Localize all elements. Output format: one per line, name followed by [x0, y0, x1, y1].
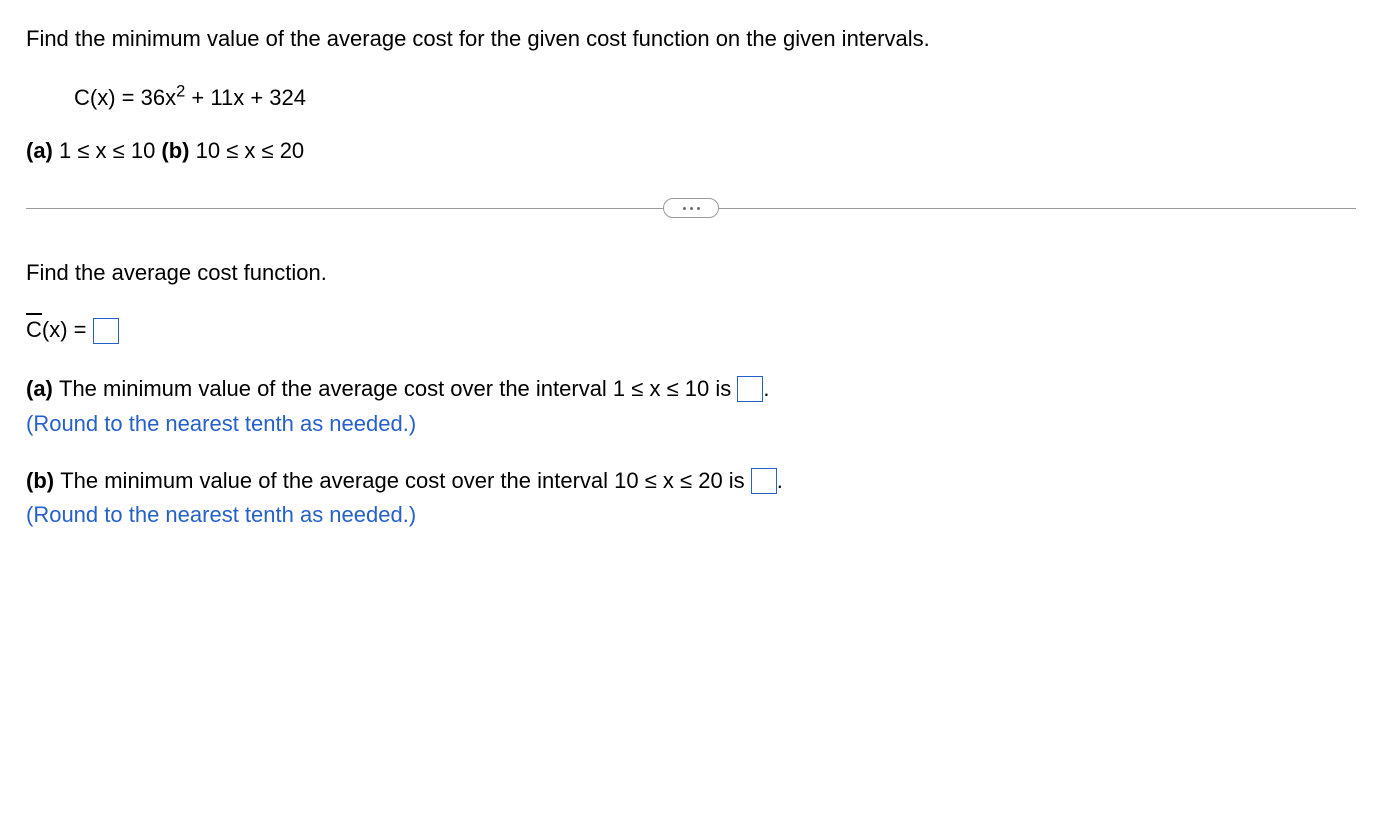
cost-function-formula: C(x) = 36x2 + 11x + 324 [74, 83, 1356, 114]
part-b-block: (b) The minimum value of the average cos… [26, 466, 1356, 532]
avg-cost-prompt: Find the average cost function. [26, 258, 1356, 289]
ellipsis-dot-icon [683, 207, 686, 210]
part-b-text: The minimum value of the average cost ov… [60, 466, 751, 497]
cost-fn-rest: + 11x + 324 [185, 85, 306, 110]
problem-page: Find the minimum value of the average co… [0, 0, 1382, 581]
part-a-hint: (Round to the nearest tenth as needed.) [26, 409, 1356, 440]
section-divider [26, 196, 1356, 220]
avg-cost-lhs: C(x) = [26, 315, 87, 346]
interval-b-text: 10 ≤ x ≤ 20 [196, 138, 305, 163]
ellipsis-dot-icon [697, 207, 700, 210]
ellipsis-dot-icon [690, 207, 693, 210]
part-a-label: (a) [26, 374, 59, 405]
part-b-input[interactable] [751, 468, 777, 494]
part-b-label: (b) [26, 466, 60, 497]
cost-fn-label: C(x) = [74, 85, 141, 110]
cost-fn-exponent: 2 [176, 82, 185, 100]
part-a-input[interactable] [737, 376, 763, 402]
part-b-period: . [777, 466, 783, 497]
part-b-hint: (Round to the nearest tenth as needed.) [26, 500, 1356, 531]
intervals-line: (a) 1 ≤ x ≤ 10 (b) 10 ≤ x ≤ 20 [26, 136, 1356, 167]
expand-pill[interactable] [663, 198, 719, 218]
part-a-line: (a) The minimum value of the average cos… [26, 374, 1356, 405]
question-intro: Find the minimum value of the average co… [26, 24, 1356, 55]
part-a-text: The minimum value of the average cost ov… [59, 374, 737, 405]
part-a-block: (a) The minimum value of the average cos… [26, 374, 1356, 440]
c-bar-symbol: C [26, 315, 42, 346]
avg-cost-after: (x) = [42, 317, 87, 342]
interval-b-label: (b) [161, 138, 195, 163]
part-b-line: (b) The minimum value of the average cos… [26, 466, 1356, 497]
interval-a-label: (a) [26, 138, 59, 163]
part-a-period: . [763, 374, 769, 405]
cost-fn-coef: 36x [141, 85, 176, 110]
interval-a-text: 1 ≤ x ≤ 10 [59, 138, 161, 163]
avg-cost-equation: C(x) = [26, 315, 1356, 346]
avg-cost-input[interactable] [93, 318, 119, 344]
